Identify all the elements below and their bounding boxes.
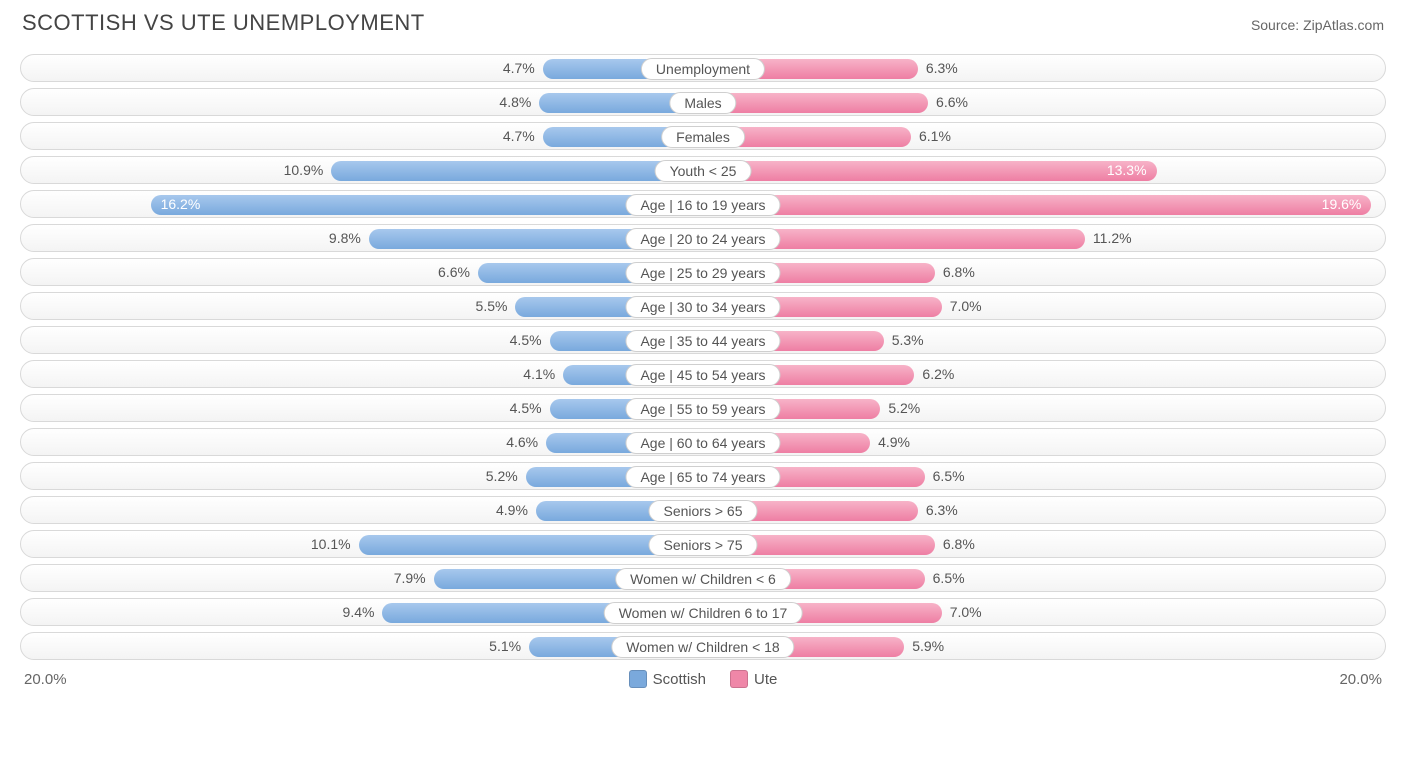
value-scottish: 4.7% <box>497 55 541 81</box>
chart-footer: 20.0% Scottish Ute 20.0% <box>20 670 1386 688</box>
bar-scottish <box>151 195 703 215</box>
category-label: Age | 35 to 44 years <box>625 330 780 352</box>
chart-row: 4.7% 6.3% Unemployment <box>20 54 1386 82</box>
category-label: Age | 60 to 64 years <box>625 432 780 454</box>
value-scottish: 10.1% <box>305 531 357 557</box>
legend-label-scottish: Scottish <box>653 671 706 688</box>
legend: Scottish Ute <box>629 670 778 688</box>
chart-title: SCOTTISH VS UTE UNEMPLOYMENT <box>22 10 425 36</box>
chart-row: 4.5% 5.3% Age | 35 to 44 years <box>20 326 1386 354</box>
value-scottish: 6.6% <box>432 259 476 285</box>
bar-ute <box>703 161 1157 181</box>
value-ute: 6.6% <box>930 89 974 115</box>
category-label: Age | 16 to 19 years <box>625 194 780 216</box>
chart-row: 5.5% 7.0% Age | 30 to 34 years <box>20 292 1386 320</box>
bar-ute <box>703 93 928 113</box>
legend-label-ute: Ute <box>754 671 777 688</box>
chart-row: 7.9% 6.5% Women w/ Children < 6 <box>20 564 1386 592</box>
value-scottish: 4.5% <box>504 327 548 353</box>
value-scottish: 16.2% <box>151 191 207 217</box>
category-label: Females <box>661 126 745 148</box>
value-scottish: 5.1% <box>483 633 527 659</box>
value-scottish: 4.7% <box>497 123 541 149</box>
value-ute: 5.2% <box>882 395 926 421</box>
value-scottish: 4.8% <box>493 89 537 115</box>
axis-max-left: 20.0% <box>24 671 67 688</box>
value-ute: 11.2% <box>1087 225 1138 251</box>
value-ute: 13.3% <box>1101 157 1157 183</box>
category-label: Women w/ Children < 6 <box>615 568 791 590</box>
source-label: Source: <box>1251 17 1303 33</box>
chart-row: 5.2% 6.5% Age | 65 to 74 years <box>20 462 1386 490</box>
chart-row: 4.8% 6.6% Males <box>20 88 1386 116</box>
value-scottish: 4.1% <box>517 361 561 387</box>
value-ute: 6.5% <box>927 565 971 591</box>
category-label: Youth < 25 <box>655 160 752 182</box>
chart-row: 16.2% 19.6% Age | 16 to 19 years <box>20 190 1386 218</box>
category-label: Age | 65 to 74 years <box>625 466 780 488</box>
value-scottish: 4.9% <box>490 497 534 523</box>
swatch-ute <box>730 670 748 688</box>
value-ute: 6.3% <box>920 55 964 81</box>
category-label: Age | 30 to 34 years <box>625 296 780 318</box>
bar-ute <box>703 195 1371 215</box>
chart-header: SCOTTISH VS UTE UNEMPLOYMENT Source: Zip… <box>20 10 1386 36</box>
chart-row: 4.7% 6.1% Females <box>20 122 1386 150</box>
value-scottish: 4.5% <box>504 395 548 421</box>
source-name: ZipAtlas.com <box>1303 17 1384 33</box>
category-label: Unemployment <box>641 58 765 80</box>
axis-max-right: 20.0% <box>1339 671 1382 688</box>
bar-scottish <box>331 161 703 181</box>
value-scottish: 4.6% <box>500 429 544 455</box>
category-label: Seniors > 65 <box>649 500 758 522</box>
legend-item-ute: Ute <box>730 670 777 688</box>
value-ute: 6.2% <box>916 361 960 387</box>
value-scottish: 7.9% <box>388 565 432 591</box>
value-ute: 6.8% <box>937 259 981 285</box>
category-label: Women w/ Children 6 to 17 <box>604 602 803 624</box>
chart-row: 9.8% 11.2% Age | 20 to 24 years <box>20 224 1386 252</box>
value-scottish: 5.5% <box>470 293 514 319</box>
value-ute: 5.3% <box>886 327 930 353</box>
chart-row: 9.4% 7.0% Women w/ Children 6 to 17 <box>20 598 1386 626</box>
value-scottish: 5.2% <box>480 463 524 489</box>
swatch-scottish <box>629 670 647 688</box>
category-label: Age | 25 to 29 years <box>625 262 780 284</box>
value-ute: 6.8% <box>937 531 981 557</box>
category-label: Age | 55 to 59 years <box>625 398 780 420</box>
chart-row: 4.9% 6.3% Seniors > 65 <box>20 496 1386 524</box>
chart-row: 4.5% 5.2% Age | 55 to 59 years <box>20 394 1386 422</box>
chart-rows: 4.7% 6.3% Unemployment 4.8% 6.6% Males 4.7% 6.1… <box>20 54 1386 660</box>
chart-row: 10.1% 6.8% Seniors > 75 <box>20 530 1386 558</box>
value-scottish: 9.8% <box>323 225 367 251</box>
value-scottish: 10.9% <box>278 157 330 183</box>
legend-item-scottish: Scottish <box>629 670 706 688</box>
value-ute: 7.0% <box>944 293 988 319</box>
value-ute: 6.1% <box>913 123 957 149</box>
value-ute: 6.3% <box>920 497 964 523</box>
value-ute: 6.5% <box>927 463 971 489</box>
category-label: Women w/ Children < 18 <box>611 636 794 658</box>
category-label: Males <box>669 92 736 114</box>
category-label: Seniors > 75 <box>649 534 758 556</box>
chart-row: 4.6% 4.9% Age | 60 to 64 years <box>20 428 1386 456</box>
value-ute: 19.6% <box>1316 191 1372 217</box>
category-label: Age | 20 to 24 years <box>625 228 780 250</box>
value-ute: 4.9% <box>872 429 916 455</box>
value-ute: 5.9% <box>906 633 950 659</box>
category-label: Age | 45 to 54 years <box>625 364 780 386</box>
chart-row: 6.6% 6.8% Age | 25 to 29 years <box>20 258 1386 286</box>
chart-source: Source: ZipAtlas.com <box>1251 17 1384 33</box>
value-ute: 7.0% <box>944 599 988 625</box>
chart-row: 4.1% 6.2% Age | 45 to 54 years <box>20 360 1386 388</box>
chart-row: 5.1% 5.9% Women w/ Children < 18 <box>20 632 1386 660</box>
value-scottish: 9.4% <box>337 599 381 625</box>
chart-row: 10.9% 13.3% Youth < 25 <box>20 156 1386 184</box>
